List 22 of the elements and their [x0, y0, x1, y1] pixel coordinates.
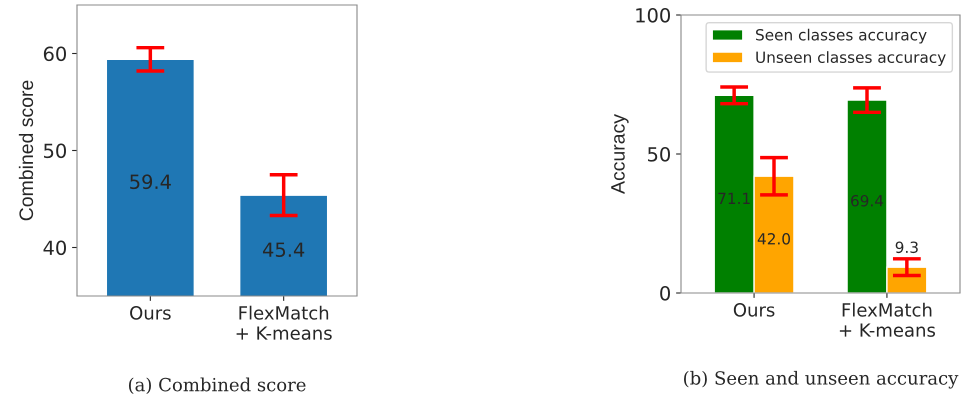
x-tick-label: FlexMatch + K-means [236, 306, 332, 340]
x-tick-label: FlexMatch + K-means [840, 302, 936, 337]
y-tick-label: 0 [660, 286, 670, 301]
data-label: 42.0 [758, 233, 790, 245]
y-tick-label: 50 [44, 143, 66, 158]
x-tick-label: Ours [130, 306, 171, 320]
text: (b) Seen and unseen accuracy [684, 370, 958, 389]
legend-label: Unseen classes accuracy [756, 51, 946, 66]
y-tick-label: 40 [43, 240, 66, 256]
data-label: 71.1 [718, 192, 750, 204]
data-label: 9.3 [896, 242, 918, 254]
data-label: 59.4 [130, 174, 171, 190]
data-label: 69.4 [851, 194, 884, 207]
y-axis-title: Combined score [18, 80, 34, 220]
data-label: 45.4 [262, 242, 304, 258]
text: (a) Combined score [128, 377, 306, 394]
y-axis-title: Accuracy [611, 114, 629, 194]
legend-label: Seen classes accuracy [756, 28, 927, 44]
y-tick-label: 50 [648, 146, 670, 162]
y-tick-label: 60 [44, 46, 66, 62]
y-tick-label: 100 [636, 8, 670, 23]
x-tick-label: Ours [734, 303, 774, 317]
